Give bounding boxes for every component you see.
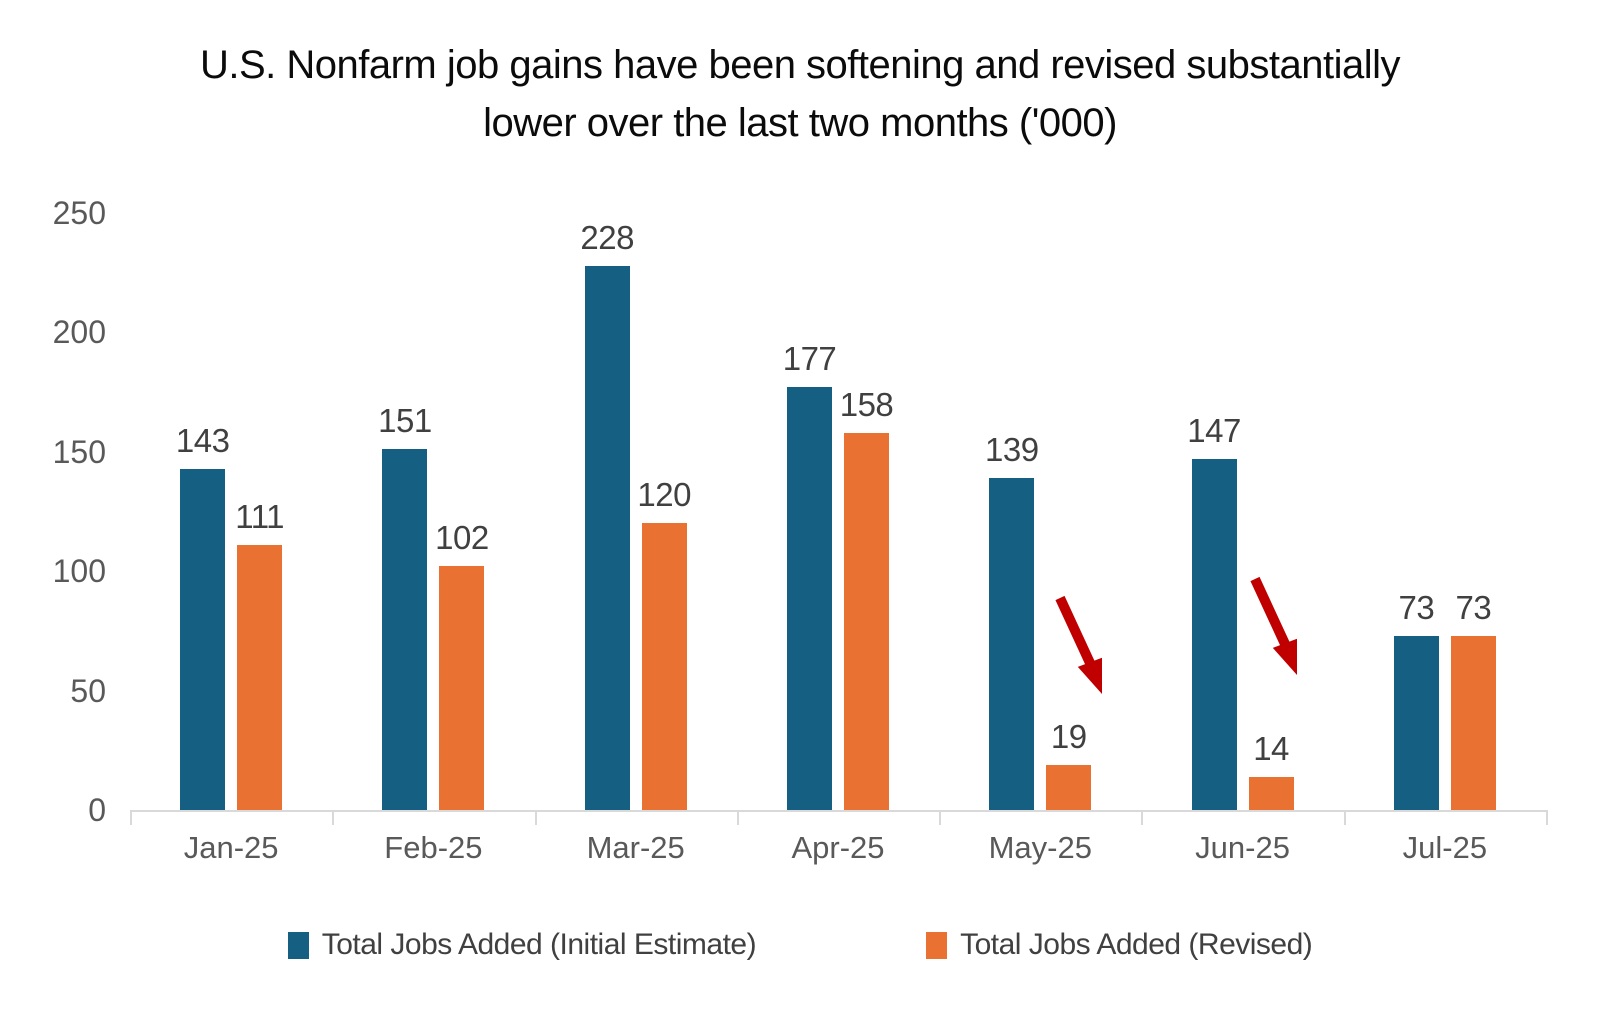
x-axis-tick xyxy=(1546,810,1548,825)
y-axis-tick-label: 100 xyxy=(52,553,106,590)
bar-revised-apr-25 xyxy=(844,432,889,810)
x-axis-category-label: Jan-25 xyxy=(183,830,279,865)
x-axis-category-label: Jun-25 xyxy=(1195,830,1290,865)
x-axis-category-label: Jul-25 xyxy=(1402,830,1488,865)
bar-revised-mar-25 xyxy=(641,523,687,810)
x-axis-tick xyxy=(332,810,335,825)
y-axis-tick-label: 0 xyxy=(88,792,106,828)
x-axis-category-label: Apr-25 xyxy=(791,830,885,865)
legend-item-initial-estimate: Total Jobs Added (Initial Estimate) xyxy=(287,928,757,962)
x-axis-tick xyxy=(534,810,537,825)
x-axis-tick xyxy=(939,810,942,825)
legend: Total Jobs Added (Initial Estimate) Tota… xyxy=(0,928,1600,962)
value-label-initial-jan-25: 143 xyxy=(175,421,230,459)
value-label-revised-feb-25: 102 xyxy=(435,519,489,557)
x-axis-tick xyxy=(1141,810,1144,825)
bar-initial-may-25 xyxy=(989,478,1035,810)
revision-down-arrow-may xyxy=(1055,595,1102,694)
value-label-revised-may-25: 19 xyxy=(1050,717,1087,755)
bar-initial-feb-25 xyxy=(382,449,428,810)
chart-title: U.S. Nonfarm job gains have been softeni… xyxy=(199,43,1401,145)
bar-revised-may-25 xyxy=(1046,764,1092,810)
value-label-initial-may-25: 139 xyxy=(985,431,1039,469)
bar-revised-jul-25 xyxy=(1450,635,1496,810)
value-label-revised-jan-25: 111 xyxy=(235,497,284,535)
y-axis-tick-label: 50 xyxy=(70,672,106,709)
legend-swatch-revised xyxy=(926,931,948,959)
value-label-revised-jun-25: 14 xyxy=(1253,729,1289,767)
bar-initial-jul-25 xyxy=(1393,635,1439,810)
bar-revised-jun-25 xyxy=(1248,776,1294,810)
bar-revised-jan-25 xyxy=(237,544,283,810)
value-label-revised-mar-25: 120 xyxy=(637,476,691,514)
legend-item-revised: Total Jobs Added (Revised) xyxy=(926,928,1313,962)
value-label-initial-feb-25: 151 xyxy=(378,402,432,440)
bar-initial-apr-25 xyxy=(787,387,832,810)
value-label-revised-apr-25: 158 xyxy=(839,385,894,423)
y-axis-tick-label: 200 xyxy=(52,314,106,351)
value-label-initial-mar-25: 228 xyxy=(580,218,634,256)
value-label-initial-jul-25: 73 xyxy=(1398,588,1435,626)
y-axis-tick-label: 150 xyxy=(52,433,106,470)
x-axis-tick xyxy=(1343,810,1346,825)
bar-initial-jan-25 xyxy=(180,468,226,810)
bar-initial-mar-25 xyxy=(584,265,630,810)
bar-revised-feb-25 xyxy=(439,566,485,810)
x-axis-category-label: May-25 xyxy=(988,830,1092,865)
value-label-initial-jun-25: 147 xyxy=(1187,411,1241,449)
revision-down-arrow-jun xyxy=(1250,576,1297,675)
legend-swatch-initial-estimate xyxy=(287,931,309,959)
x-axis-line xyxy=(130,810,1546,812)
x-axis-tick xyxy=(130,810,132,825)
value-label-revised-jul-25: 73 xyxy=(1455,588,1492,626)
bar-initial-jun-25 xyxy=(1191,458,1237,810)
y-axis-tick-label: 250 xyxy=(52,195,106,231)
x-axis-tick xyxy=(736,810,739,825)
x-axis-category-label: Mar-25 xyxy=(586,830,685,865)
x-axis-category-label: Feb-25 xyxy=(384,830,483,865)
value-label-initial-apr-25: 177 xyxy=(782,340,837,378)
legend-label-revised: Total Jobs Added (Revised) xyxy=(960,928,1313,961)
legend-label-initial-estimate: Total Jobs Added (Initial Estimate) xyxy=(321,928,757,961)
